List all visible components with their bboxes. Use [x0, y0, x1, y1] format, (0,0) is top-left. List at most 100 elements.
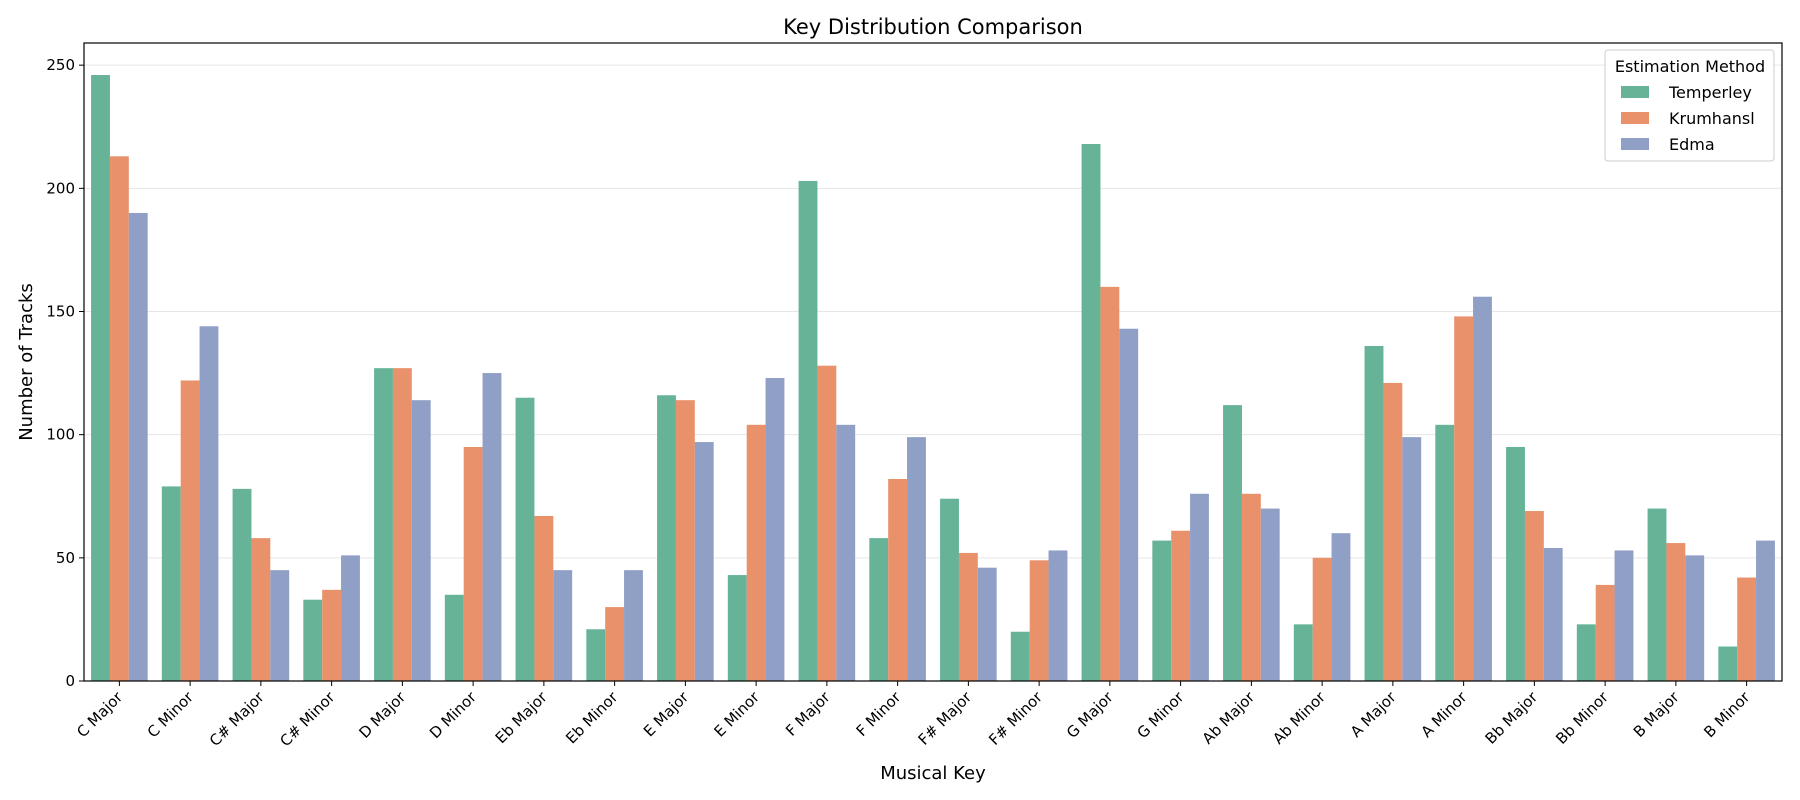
bar-edma-b-major — [1685, 555, 1705, 681]
bar-krumhansl-d-minor — [463, 446, 483, 681]
bar-krumhansl-f-minor — [888, 479, 908, 681]
x-tick-label: A Major — [1347, 688, 1400, 741]
bar-krumhansl-b-major — [1666, 543, 1686, 681]
bar-edma-a-major — [1402, 437, 1422, 681]
bar-temperley-b-major — [1647, 508, 1667, 681]
y-axis: 0 50 100 150 200 250 — [46, 56, 84, 690]
x-tick-label: C# Minor — [276, 688, 339, 751]
bar-temperley-f-minor — [869, 538, 889, 681]
x-tick-label: C Minor — [144, 688, 198, 742]
bar-edma-fsharp-minor — [1048, 550, 1068, 681]
bar-krumhansl-bb-minor — [1595, 584, 1615, 681]
legend-label-temperley: Temperley — [1668, 83, 1752, 102]
legend-swatch-edma — [1621, 138, 1649, 150]
bar-edma-c-minor — [199, 326, 219, 681]
bar-edma-csharp-major — [270, 570, 290, 681]
bar-krumhansl-e-major — [675, 400, 695, 681]
legend-box — [1604, 49, 1775, 162]
x-tick-label: D Major — [355, 688, 409, 742]
bar-temperley-a-major — [1364, 345, 1384, 681]
bar-edma-e-major — [694, 442, 714, 681]
bar-krumhansl-c-major — [109, 156, 129, 681]
bar-krumhansl-a-minor — [1454, 316, 1474, 681]
bar-temperley-b-minor — [1718, 646, 1738, 681]
bar-temperley-fsharp-minor — [1010, 631, 1030, 681]
x-tick-label: B Major — [1630, 688, 1683, 741]
bar-krumhansl-bb-major — [1524, 511, 1544, 681]
bar-edma-bb-major — [1543, 547, 1563, 681]
x-tick-label: Eb Minor — [562, 688, 622, 748]
bar-temperley-g-minor — [1152, 540, 1172, 681]
bar-edma-g-major — [1119, 328, 1139, 681]
bar-krumhansl-g-major — [1100, 286, 1120, 681]
legend: Estimation Method Temperley Krumhansl Ed… — [1604, 49, 1775, 162]
legend-title: Estimation Method — [1615, 57, 1765, 76]
bar-edma-eb-minor — [624, 570, 643, 681]
bar-temperley-fsharp-major — [940, 498, 959, 681]
bar-krumhansl-ab-minor — [1312, 557, 1332, 681]
bar-temperley-bb-minor — [1576, 624, 1596, 681]
x-tick-label: B Minor — [1700, 688, 1754, 742]
bar-temperley-ab-minor — [1293, 624, 1313, 681]
y-tick-label: 150 — [46, 303, 75, 321]
bar-temperley-eb-major — [515, 397, 535, 681]
bar-edma-ab-major — [1260, 508, 1280, 681]
bar-temperley-c-minor — [161, 486, 181, 681]
bar-edma-csharp-minor — [341, 555, 360, 681]
x-tick-label: C# Major — [206, 688, 268, 750]
bar-temperley-g-major — [1081, 143, 1101, 681]
bar-krumhansl-fsharp-major — [958, 552, 978, 681]
bar-krumhansl-eb-minor — [605, 607, 625, 681]
bar-edma-g-minor — [1190, 493, 1209, 681]
bar-krumhansl-a-major — [1383, 382, 1403, 681]
x-tick-label: G Minor — [1133, 688, 1188, 743]
legend-swatch-krumhansl — [1621, 112, 1649, 124]
x-axis: C Major C Minor C# Major C# Minor D Major D M… — [73, 681, 1754, 750]
x-tick-label: Ab Minor — [1269, 688, 1329, 748]
bar-temperley-a-minor — [1435, 424, 1455, 681]
bar-temperley-e-major — [657, 395, 676, 681]
bar-temperley-d-major — [374, 368, 393, 681]
bar-krumhansl-eb-major — [534, 515, 554, 681]
bar-temperley-eb-minor — [586, 629, 606, 681]
bar-edma-bb-minor — [1614, 550, 1634, 681]
x-tick-label: G Major — [1063, 688, 1117, 742]
bar-edma-fsharp-major — [977, 567, 997, 681]
x-tick-label: F Minor — [853, 688, 905, 740]
bars — [91, 75, 1775, 681]
bar-krumhansl-e-minor — [746, 424, 766, 681]
x-tick-label: F# Minor — [985, 688, 1046, 749]
bar-temperley-e-minor — [727, 575, 747, 681]
bar-temperley-d-minor — [444, 594, 464, 681]
x-axis-title: Musical Key — [880, 763, 986, 784]
legend-label-edma: Edma — [1669, 135, 1715, 154]
plot-frame — [83, 42, 1783, 682]
bar-edma-f-major — [836, 424, 856, 681]
y-axis-title: Number of Tracks — [16, 283, 37, 441]
y-tick-label: 0 — [65, 672, 75, 690]
bar-krumhansl-d-major — [392, 368, 412, 681]
legend-swatch-temperley — [1621, 86, 1649, 98]
chart-title: Key Distribution Comparison — [783, 15, 1083, 39]
x-tick-label: Bb Minor — [1552, 688, 1612, 748]
y-tick-label: 200 — [46, 179, 75, 197]
bar-krumhansl-g-minor — [1171, 530, 1191, 681]
y-tick-label: 100 — [46, 426, 75, 444]
bar-edma-eb-major — [553, 570, 573, 681]
bar-edma-b-minor — [1756, 540, 1775, 681]
bar-krumhansl-ab-major — [1241, 493, 1261, 681]
legend-label-krumhansl: Krumhansl — [1669, 109, 1755, 128]
bar-edma-f-minor — [907, 437, 926, 681]
bar-temperley-csharp-major — [232, 488, 252, 681]
bar-edma-d-minor — [482, 373, 502, 681]
bar-edma-c-major — [128, 212, 148, 681]
x-tick-label: Eb Major — [492, 688, 552, 748]
x-tick-label: F# Major — [915, 688, 976, 749]
bar-krumhansl-csharp-minor — [322, 589, 342, 681]
bar-temperley-c-major — [91, 75, 110, 681]
y-tick-label: 250 — [46, 56, 75, 74]
x-tick-label: C Major — [73, 688, 127, 742]
x-tick-label: D Minor — [426, 688, 481, 743]
